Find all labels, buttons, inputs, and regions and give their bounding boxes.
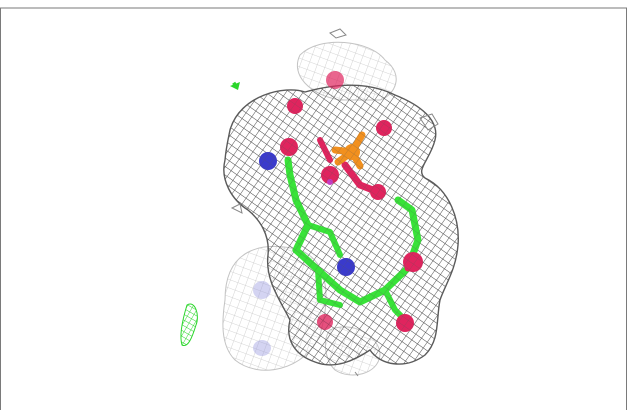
oxygen-atom xyxy=(326,71,344,89)
nitrogen-atom-faint xyxy=(253,281,271,299)
density-mesh-overlay xyxy=(223,85,459,365)
nitrogen-atom-faint xyxy=(253,340,271,356)
difference-density xyxy=(180,81,240,347)
density-fragments xyxy=(230,28,439,377)
